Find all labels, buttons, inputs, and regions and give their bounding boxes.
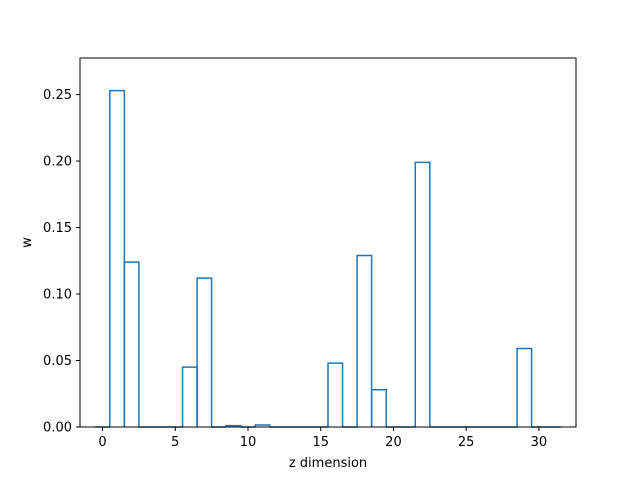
- histogram-bar-19: [370, 389, 387, 427]
- x-tick-label-0: 0: [98, 435, 106, 450]
- x-tick-label-4: 20: [385, 435, 402, 450]
- histogram-bars: [95, 89, 561, 428]
- histogram-bar-18: [356, 254, 373, 427]
- y-axis-ticks: 0.00 0.05 0.10 0.15 0.20 0.25: [43, 88, 80, 436]
- y-tick-label-3: 0.15: [43, 221, 72, 236]
- y-tick-label-1: 0.05: [43, 354, 72, 369]
- x-tick-label-5: 25: [458, 435, 475, 450]
- x-tick-label-3: 15: [312, 435, 329, 450]
- y-tick-label-2: 0.10: [43, 288, 72, 303]
- histogram-bar-9: [225, 424, 242, 427]
- x-tick-label-6: 30: [531, 435, 548, 450]
- histogram-bar-6: [181, 366, 198, 427]
- y-tick-label-5: 0.25: [43, 88, 72, 103]
- histogram-bar-2: [123, 261, 140, 427]
- y-axis-label: w: [20, 237, 35, 248]
- x-tick-label-2: 10: [240, 435, 257, 450]
- y-tick-label-0: 0.00: [43, 421, 72, 436]
- histogram-bar-7: [196, 277, 213, 427]
- histogram-bar-29: [516, 347, 533, 427]
- x-axis-ticks: 0 5 10 15 20 25 30: [98, 427, 547, 450]
- x-axis-label: z dimension: [289, 456, 367, 471]
- y-tick-label-4: 0.20: [43, 155, 72, 170]
- histogram-bar-11: [254, 424, 271, 427]
- x-tick-label-1: 5: [171, 435, 179, 450]
- histogram-bar-16: [327, 362, 344, 427]
- histogram-bar-22: [414, 161, 431, 427]
- axes-frame: [79, 57, 577, 428]
- histogram-bar-1: [109, 89, 126, 427]
